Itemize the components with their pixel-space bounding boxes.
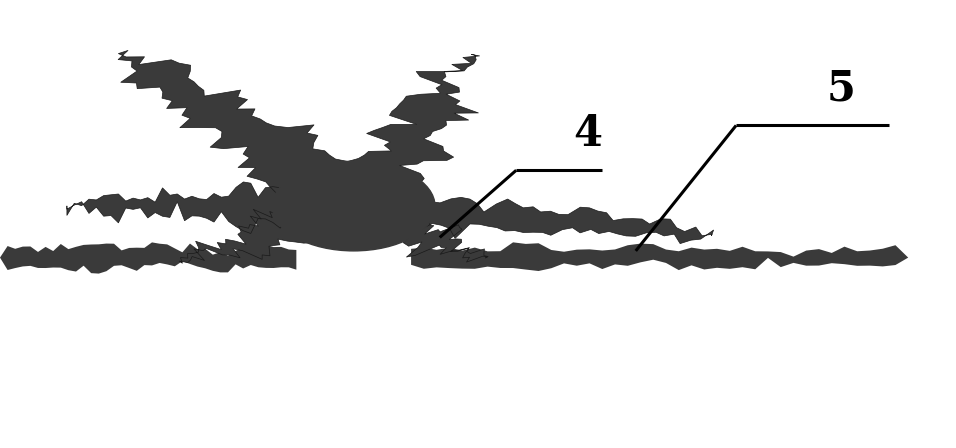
Text: 4: 4 bbox=[574, 112, 602, 155]
Polygon shape bbox=[179, 188, 373, 263]
Polygon shape bbox=[326, 196, 489, 262]
Polygon shape bbox=[307, 55, 480, 212]
Polygon shape bbox=[0, 242, 296, 274]
Polygon shape bbox=[347, 188, 713, 244]
Text: 5: 5 bbox=[827, 68, 856, 110]
Polygon shape bbox=[67, 181, 354, 233]
Polygon shape bbox=[119, 51, 401, 223]
Polygon shape bbox=[411, 242, 908, 271]
Ellipse shape bbox=[272, 161, 435, 251]
